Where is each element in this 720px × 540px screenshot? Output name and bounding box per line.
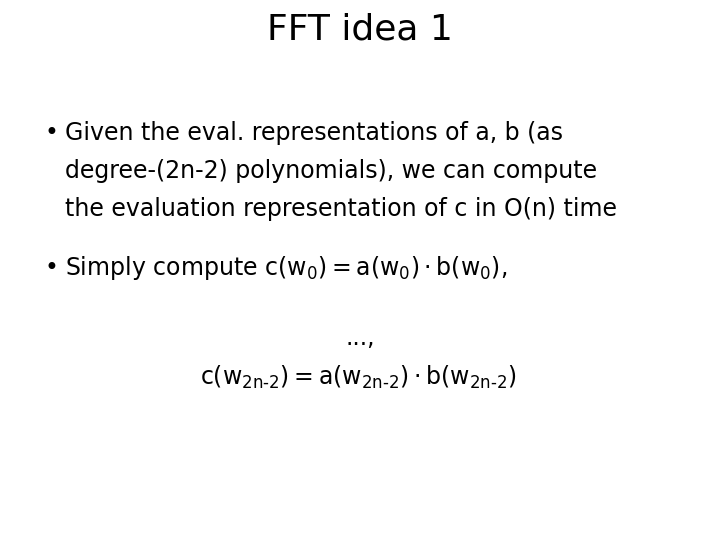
Text: the evaluation representation of c in O(n) time: the evaluation representation of c in O(… (65, 197, 617, 221)
Text: •: • (45, 121, 59, 145)
Text: degree-(2n-2) polynomials), we can compute: degree-(2n-2) polynomials), we can compu… (65, 159, 597, 183)
Text: Simply compute $\mathsf{c(w_0) = a(w_0) \cdot b(w_0),}$: Simply compute $\mathsf{c(w_0) = a(w_0) … (65, 254, 508, 282)
Text: ...,: ..., (346, 326, 374, 350)
Text: FFT idea 1: FFT idea 1 (267, 13, 453, 47)
Text: $\mathsf{c(w_{2n\text{-}2}) = a(w_{2n\text{-}2}) \cdot b(w_{2n\text{-}2})}$: $\mathsf{c(w_{2n\text{-}2}) = a(w_{2n\te… (200, 364, 517, 391)
Text: •: • (45, 256, 59, 280)
Text: Given the eval. representations of a, b (as: Given the eval. representations of a, b … (65, 121, 563, 145)
